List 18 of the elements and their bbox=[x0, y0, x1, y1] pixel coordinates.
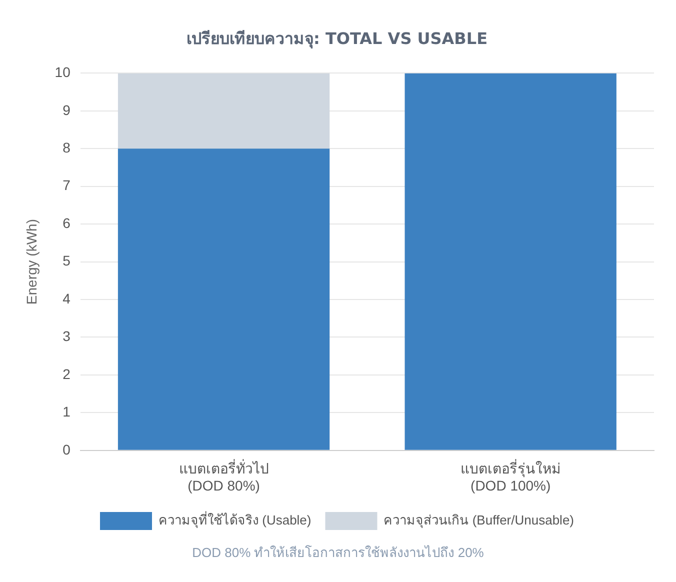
y-tick-label: 0 bbox=[62, 441, 71, 458]
y-tick-label: 5 bbox=[62, 252, 71, 269]
y-tick-label: 4 bbox=[62, 290, 71, 306]
legend-label: ความจุส่วนเกิน (Buffer/Unusable) bbox=[384, 512, 574, 529]
text: DOD 80% ทำให้เสียโอกาสการใช้พลังงานไปถึง 20% bbox=[191, 544, 485, 562]
y-tick-label: 6 bbox=[62, 214, 71, 231]
y-tick-label: 3 bbox=[62, 328, 71, 344]
x-tick-label: แบตเตอรี่รุ่นใหม่ (DOD 100%) bbox=[460, 460, 561, 494]
y-tick-label: 10 bbox=[54, 64, 71, 80]
y-tick-label: 8 bbox=[62, 140, 71, 156]
chart-title: เปรียบเทียบความจุ: TOTAL VS USABLE bbox=[186, 28, 488, 49]
y-tick-label: 2 bbox=[62, 366, 71, 382]
y-tick-label: 1 bbox=[62, 404, 71, 420]
y-tick-label: 7 bbox=[62, 177, 71, 194]
legend-label: ความจุที่ใช้ได้จริง (Usable) bbox=[158, 512, 312, 529]
y-tick-label: 9 bbox=[62, 102, 71, 118]
y-axis-title: Energy (kWh) bbox=[23, 219, 40, 305]
x-tick-label: แบตเตอรี่ทั่วไป (DOD 80%) bbox=[178, 460, 269, 494]
